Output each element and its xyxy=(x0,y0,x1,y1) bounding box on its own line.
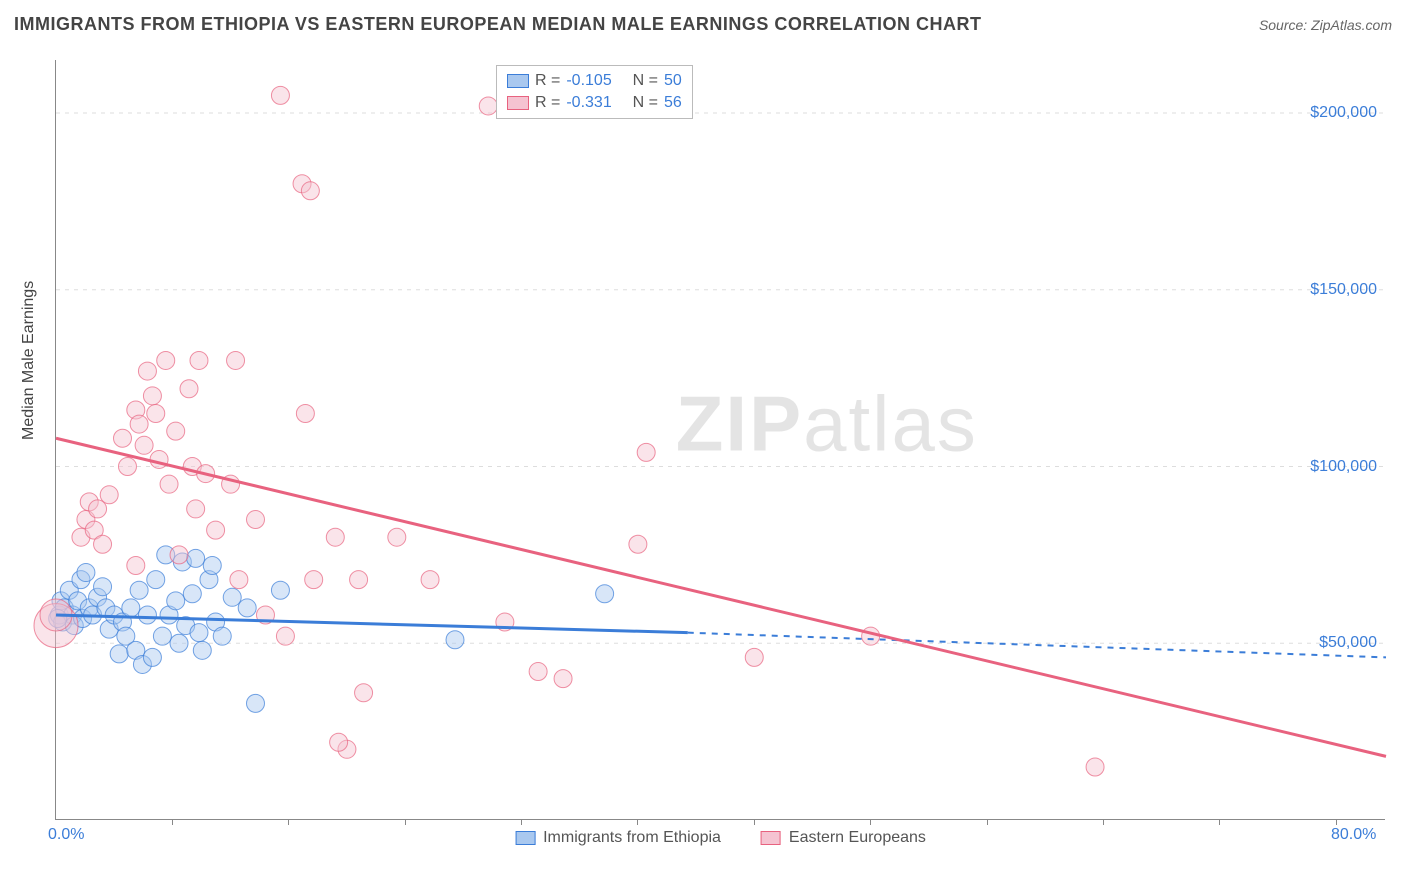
bottom-swatch-0 xyxy=(515,831,535,845)
bottom-legend-item-0: Immigrants from Ethiopia xyxy=(515,829,721,847)
bottom-swatch-1 xyxy=(761,831,781,845)
stats-row-series-0: R = -0.105 N = 50 xyxy=(507,70,682,92)
trend-line-layer xyxy=(56,60,1385,819)
swatch-series-0 xyxy=(507,74,529,88)
source-label: Source: ZipAtlas.com xyxy=(1259,17,1392,33)
bottom-legend: Immigrants from Ethiopia Eastern Europea… xyxy=(515,829,926,847)
chart-title: IMMIGRANTS FROM ETHIOPIA VS EASTERN EURO… xyxy=(14,14,982,35)
stats-row-series-1: R = -0.331 N = 56 xyxy=(507,92,682,114)
stats-legend: R = -0.105 N = 50 R = -0.331 N = 56 xyxy=(496,65,693,119)
bottom-legend-item-1: Eastern Europeans xyxy=(761,829,926,847)
y-axis-label: Median Male Earnings xyxy=(20,281,38,440)
swatch-series-1 xyxy=(507,96,529,110)
x-tick-label: 80.0% xyxy=(1331,826,1376,844)
x-tick-label: 0.0% xyxy=(48,826,84,844)
plot-area: ZIPatlas R = -0.105 N = 50 R = -0.331 N … xyxy=(55,60,1385,820)
y-tick-label: $50,000 xyxy=(1319,634,1377,652)
y-tick-label: $100,000 xyxy=(1310,458,1377,476)
trend-line-1 xyxy=(56,438,1386,756)
trend-line-dashed-0 xyxy=(688,633,1386,658)
y-tick-label: $150,000 xyxy=(1310,281,1377,299)
y-tick-label: $200,000 xyxy=(1310,104,1377,122)
trend-line-solid-0 xyxy=(56,615,688,633)
title-bar: IMMIGRANTS FROM ETHIOPIA VS EASTERN EURO… xyxy=(14,14,1392,35)
